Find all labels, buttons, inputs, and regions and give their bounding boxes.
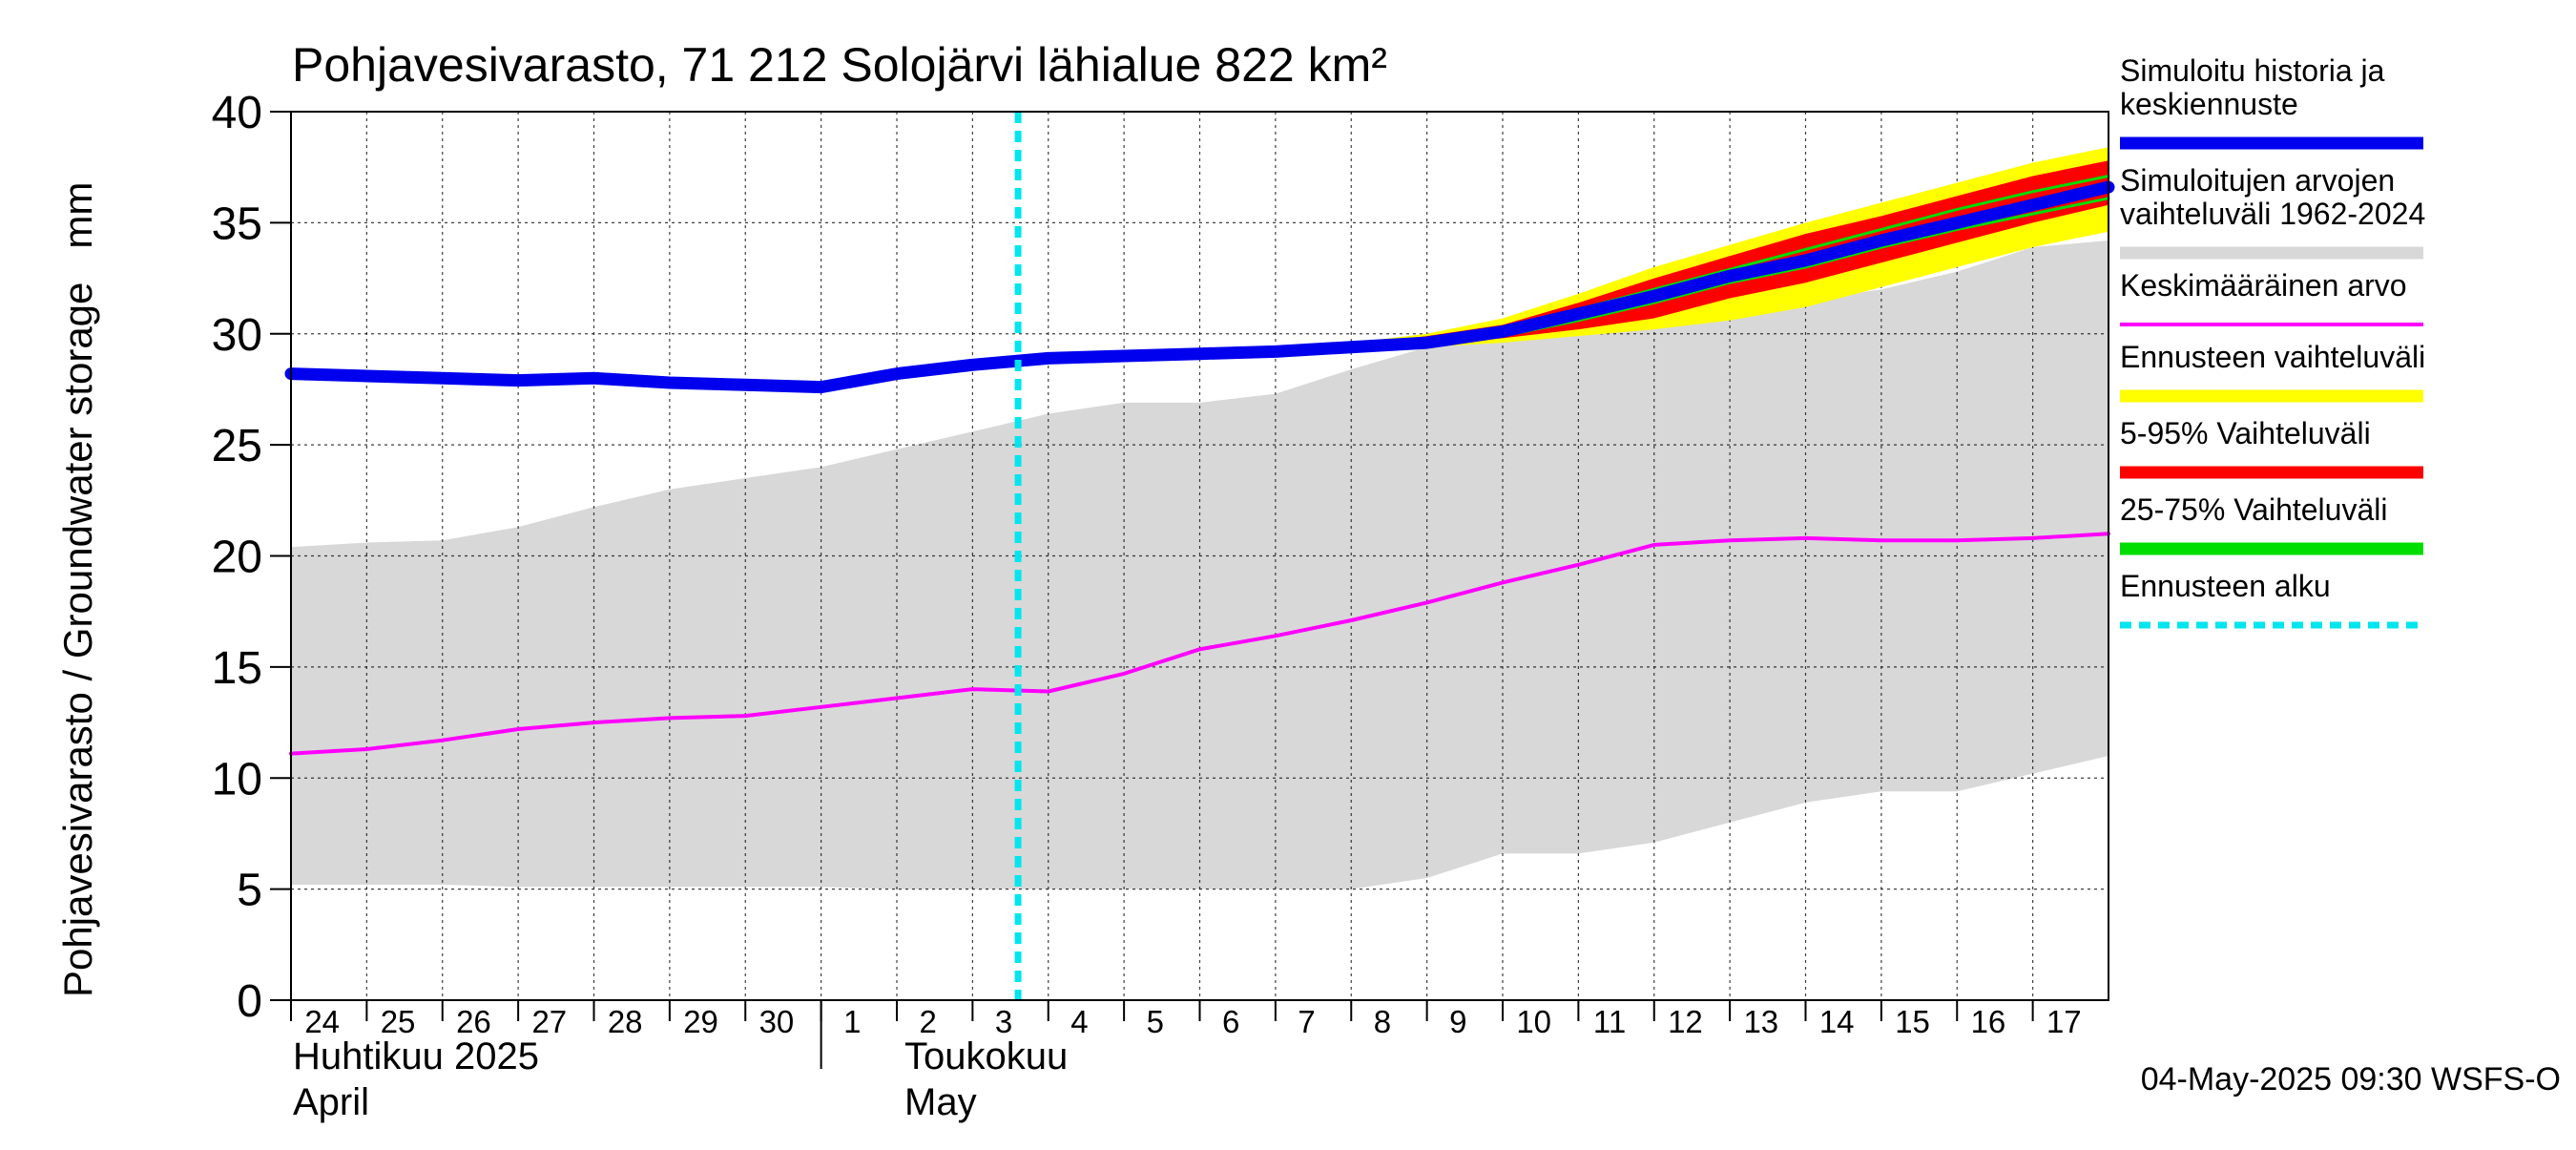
x-tick-label: 1 xyxy=(843,1004,861,1039)
x-tick-label: 17 xyxy=(2046,1004,2082,1039)
y-tick-label: 20 xyxy=(212,533,262,583)
x-tick-label: 6 xyxy=(1222,1004,1239,1039)
x-tick-label: 9 xyxy=(1449,1004,1466,1039)
x-tick-label: 16 xyxy=(1971,1004,2006,1039)
x-tick-label: 28 xyxy=(608,1004,643,1039)
simulated-history-line xyxy=(284,180,2115,394)
x-tick-label: 12 xyxy=(1668,1004,1703,1039)
x-tick-label: 27 xyxy=(531,1004,567,1039)
x-tick-label: 5 xyxy=(1147,1004,1164,1039)
x-tick-label: 3 xyxy=(995,1004,1012,1039)
x-tick-label: 30 xyxy=(759,1004,795,1039)
x-tick-label: 25 xyxy=(381,1004,416,1039)
legend-label: vaihteluväli 1962-2024 xyxy=(2120,197,2425,231)
x-tick-label: 14 xyxy=(1819,1004,1855,1039)
x-tick-label: 2 xyxy=(920,1004,937,1039)
y-tick-label: 15 xyxy=(212,643,262,694)
x-tick-label: 8 xyxy=(1374,1004,1391,1039)
legend-label: Simuloitu historia ja xyxy=(2120,53,2385,88)
x-tick-label: 24 xyxy=(304,1004,340,1039)
y-tick-label: 30 xyxy=(212,310,262,361)
x-tick-label: 15 xyxy=(1895,1004,1930,1039)
legend-label: 5-95% Vaihteluväli xyxy=(2120,416,2371,450)
legend-label: Keskimääräinen arvo xyxy=(2120,268,2407,303)
x-tick-label: 11 xyxy=(1593,1004,1626,1039)
month-label-fi: Toukokuu xyxy=(904,1035,1068,1077)
y-tick-label: 10 xyxy=(212,754,262,805)
x-tick-label: 10 xyxy=(1516,1004,1551,1039)
legend-label: 25-75% Vaihteluväli xyxy=(2120,492,2387,527)
x-tick-label: 26 xyxy=(456,1004,491,1039)
legend-label: Simuloitujen arvojen xyxy=(2120,163,2395,198)
y-tick-label: 35 xyxy=(212,199,262,249)
month-label-en: May xyxy=(904,1081,977,1123)
month-label-en: April xyxy=(293,1081,369,1123)
y-axis-title: Pohjavesivarasto / Groundwater storage m… xyxy=(55,182,100,997)
footer-timestamp: 04-May-2025 09:30 WSFS-O xyxy=(2141,1061,2561,1098)
y-tick-label: 40 xyxy=(212,88,262,138)
x-tick-label: 29 xyxy=(683,1004,718,1039)
legend-label: Ennusteen alku xyxy=(2120,569,2331,603)
x-tick-label: 4 xyxy=(1070,1004,1088,1039)
x-tick-label: 7 xyxy=(1298,1004,1315,1039)
month-label-fi: Huhtikuu 2025 xyxy=(293,1035,539,1077)
y-tick-label: 5 xyxy=(237,866,262,916)
mean-value-line xyxy=(289,532,2110,756)
y-tick-label: 0 xyxy=(237,976,262,1027)
y-tick-label: 25 xyxy=(212,421,262,471)
x-tick-label: 13 xyxy=(1743,1004,1778,1039)
legend-label: Ennusteen vaihteluväli xyxy=(2120,340,2425,374)
chart-title: Pohjavesivarasto, 71 212 Solojärvi lähia… xyxy=(292,38,1387,92)
legend-label: keskiennuste xyxy=(2120,87,2298,121)
